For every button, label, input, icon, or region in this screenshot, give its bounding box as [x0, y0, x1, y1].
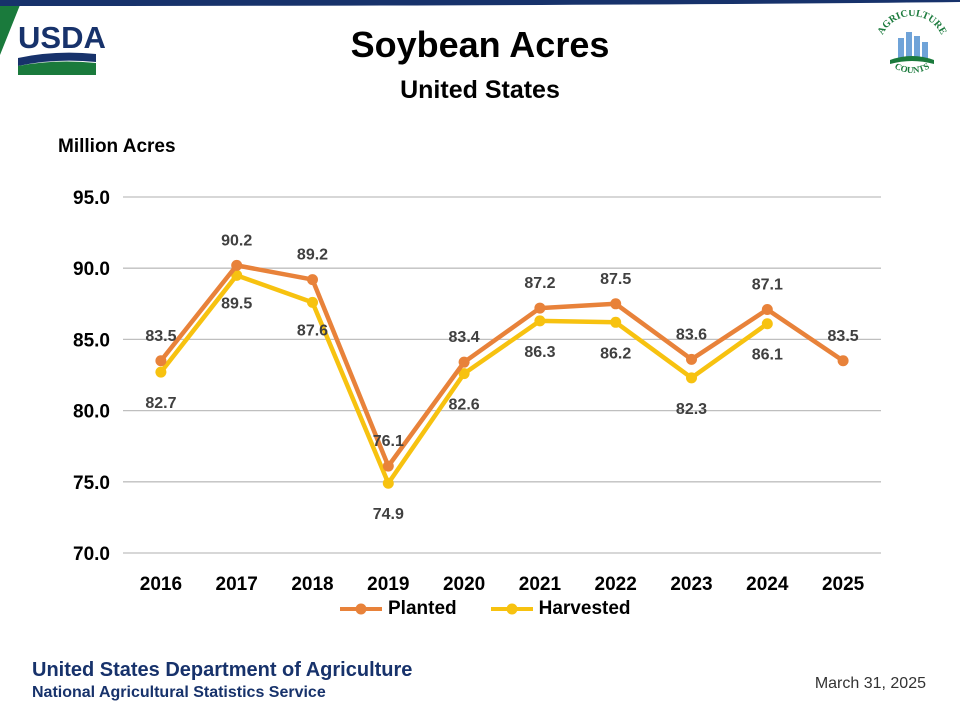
- data-point-harvested: [155, 366, 167, 378]
- y-tick-label: 75.0: [73, 473, 110, 494]
- data-point-planted: [686, 353, 697, 365]
- legend-label-planted: Planted: [388, 598, 457, 619]
- data-label-harvested: 87.6: [297, 322, 328, 339]
- data-label-planted: 87.1: [752, 276, 783, 293]
- data-label-planted: 89.2: [297, 247, 328, 264]
- data-label-harvested: 82.6: [449, 397, 480, 414]
- x-tick-label: 2024: [746, 574, 789, 595]
- x-tick-label: 2022: [595, 574, 637, 595]
- data-label-planted: 76.1: [373, 433, 404, 450]
- data-point-harvested: [231, 269, 243, 281]
- y-tick-label: 90.0: [73, 259, 110, 280]
- data-label-harvested: 82.7: [145, 395, 176, 412]
- data-point-harvested: [307, 296, 318, 308]
- data-point-planted: [382, 460, 394, 472]
- data-label-planted: 87.5: [600, 271, 631, 288]
- data-label-harvested: 89.5: [221, 295, 252, 312]
- x-tick-label: 2021: [519, 574, 562, 595]
- svg-text:USDA: USDA: [18, 20, 106, 55]
- data-label-planted: 83.5: [145, 328, 176, 345]
- data-label-harvested: 74.9: [373, 506, 404, 523]
- y-tick-label: 95.0: [73, 188, 110, 209]
- data-label-harvested: 86.3: [524, 344, 555, 361]
- x-tick-label: 2019: [367, 574, 409, 595]
- y-axis-label: Million Acres: [58, 136, 176, 157]
- y-tick-label: 70.0: [73, 544, 110, 565]
- data-point-planted: [458, 356, 470, 368]
- data-label-planted: 90.2: [221, 232, 252, 249]
- chart-subtitle: United States: [400, 76, 560, 104]
- x-tick-label: 2023: [670, 574, 712, 595]
- y-tick-label: 85.0: [73, 330, 110, 351]
- data-label-planted: 83.6: [676, 326, 707, 343]
- series-line-planted: [159, 263, 845, 469]
- data-label-planted: 87.2: [524, 275, 555, 292]
- data-point-harvested: [458, 368, 470, 380]
- data-label-harvested: 86.1: [752, 347, 783, 364]
- x-tick-label: 2016: [140, 574, 182, 595]
- usda-logo: USDA: [0, 0, 106, 75]
- chart-legend: Planted Harvested: [340, 598, 631, 620]
- data-point-planted: [307, 274, 318, 286]
- data-point-harvested: [382, 477, 394, 489]
- footer-org: United States Department of Agriculture: [32, 659, 413, 681]
- footer-date: March 31, 2025: [814, 675, 926, 692]
- data-point-harvested: [610, 316, 622, 328]
- svg-text:COUNTS: COUNTS: [893, 61, 931, 75]
- legend-item-harvested: Harvested: [490, 598, 631, 620]
- data-point-planted: [534, 302, 546, 314]
- data-point-planted: [155, 355, 167, 367]
- data-point-harvested: [686, 372, 697, 384]
- data-point-planted: [231, 259, 243, 271]
- agriculture-counts-logo: AGRICULTURE COUNTS: [876, 10, 949, 75]
- header-bar: [0, 0, 960, 6]
- legend-swatch-harvested: [490, 603, 533, 615]
- data-point-planted: [610, 298, 622, 310]
- legend-item-planted: Planted: [340, 598, 457, 620]
- x-tick-label: 2018: [291, 574, 333, 595]
- data-label-planted: 83.5: [828, 328, 859, 345]
- data-label-planted: 83.4: [449, 329, 480, 346]
- x-tick-label: 2017: [216, 574, 258, 595]
- data-point-harvested: [761, 318, 773, 330]
- legend-label-harvested: Harvested: [538, 598, 631, 619]
- data-point-planted: [837, 355, 849, 367]
- x-tick-label: 2020: [443, 574, 485, 595]
- x-tick-label: 2025: [822, 574, 865, 595]
- data-point-harvested: [534, 315, 546, 327]
- y-tick-label: 80.0: [73, 402, 110, 423]
- data-point-planted: [761, 303, 773, 315]
- data-label-harvested: 82.3: [676, 401, 707, 418]
- legend-swatch-planted: [340, 603, 382, 615]
- data-label-harvested: 86.2: [600, 345, 631, 362]
- footer-sub-org: National Agricultural Statistics Service: [32, 684, 326, 701]
- chart-title: Soybean Acres: [350, 24, 610, 65]
